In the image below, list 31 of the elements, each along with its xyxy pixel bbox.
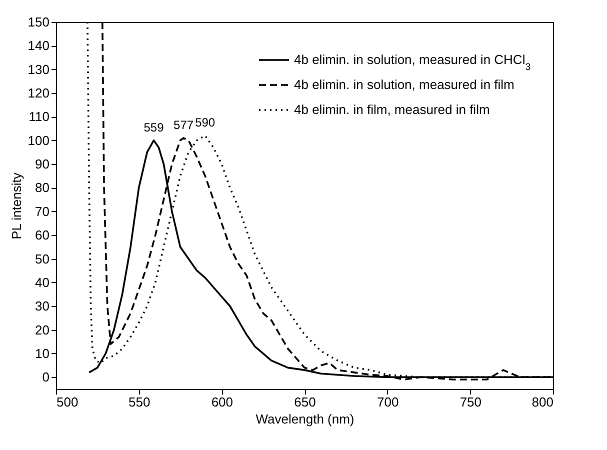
y-tick-label: 10 (35, 346, 50, 361)
y-tick-label: 0 (42, 370, 50, 385)
y-tick-label: 30 (35, 298, 50, 314)
y-tick-label: 150 (28, 14, 50, 30)
x-tick-label: 700 (376, 394, 399, 410)
y-tick-label: 110 (28, 109, 50, 124)
y-axis-title: PL intensity (8, 172, 24, 240)
x-tick-label: 750 (460, 394, 482, 410)
y-tick-label: 40 (35, 274, 50, 290)
y-tick-label: 80 (35, 180, 50, 196)
annotation: 590 (195, 116, 216, 130)
y-tick-label: 90 (35, 156, 50, 172)
x-tick-label: 500 (56, 394, 78, 410)
y-tick-label: 20 (35, 322, 50, 338)
annotation: 559 (144, 120, 164, 134)
y-tick-label: 130 (28, 62, 50, 77)
y-tick-label: 120 (28, 86, 50, 101)
x-tick-label: 800 (532, 394, 554, 410)
x-tick-label: 550 (128, 394, 150, 410)
y-tick-label: 70 (35, 204, 50, 219)
x-tick-label: 650 (294, 394, 316, 410)
y-tick-label: 140 (28, 38, 50, 54)
legend-label: 4b elimin. in solution, measured in CHCl$_{3}$ (294, 52, 531, 72)
y-tick-label: 60 (35, 228, 50, 243)
legend-label: 4b elimin. in film, measured in film (294, 102, 490, 117)
legend-label: 4b elimin. in solution, measured in film (294, 77, 514, 92)
x-tick-label: 600 (211, 394, 234, 410)
x-axis-title: Wavelength (nm) (256, 412, 354, 426)
y-tick-label: 100 (28, 132, 50, 148)
y-tick-label: 50 (35, 251, 50, 266)
annotation: 577 (174, 118, 194, 132)
